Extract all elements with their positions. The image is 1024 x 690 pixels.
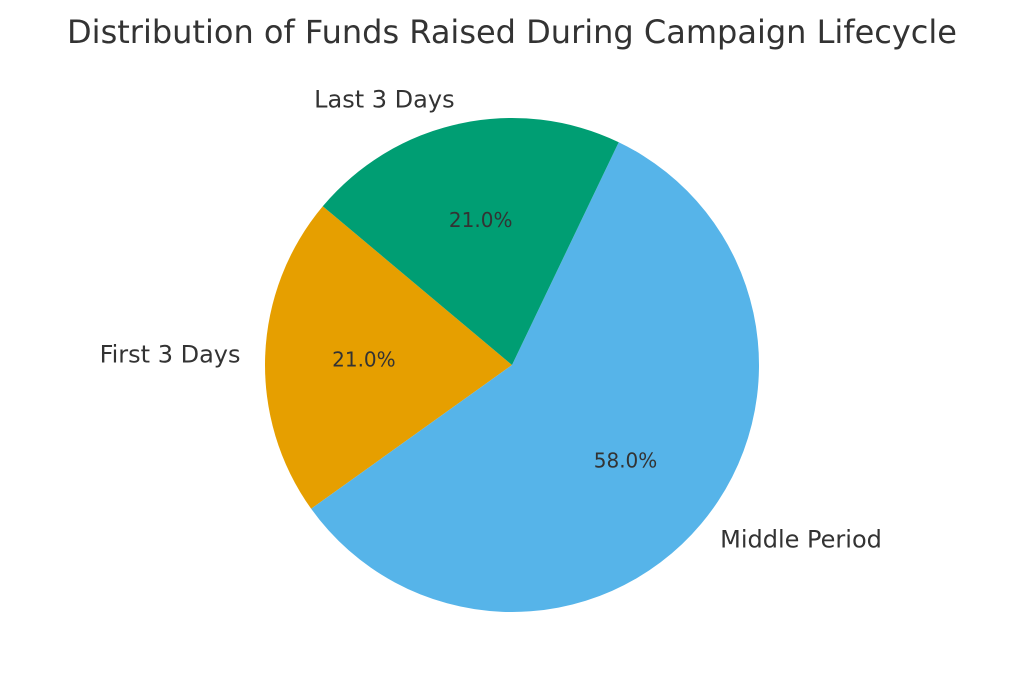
slice-percent-middle-period: 58.0% (594, 448, 658, 472)
slice-percent-last-3-days: 21.0% (449, 208, 513, 232)
pie-slice-middle-period (311, 142, 759, 613)
slice-label-first-3-days: First 3 Days (100, 341, 241, 369)
slice-label-last-3-days: Last 3 Days (314, 85, 454, 113)
chart-title: Distribution of Funds Raised During Camp… (67, 13, 957, 51)
slice-label-middle-period: Middle Period (720, 526, 882, 554)
pie-slices (265, 118, 759, 613)
pie-slice-first-3-days (265, 206, 512, 509)
pie-labels: First 3 Days 21.0% Middle Period 58.0% Last … (100, 85, 882, 553)
slice-percent-first-3-days: 21.0% (332, 347, 396, 371)
pie-slice-last-3-days (322, 118, 619, 365)
